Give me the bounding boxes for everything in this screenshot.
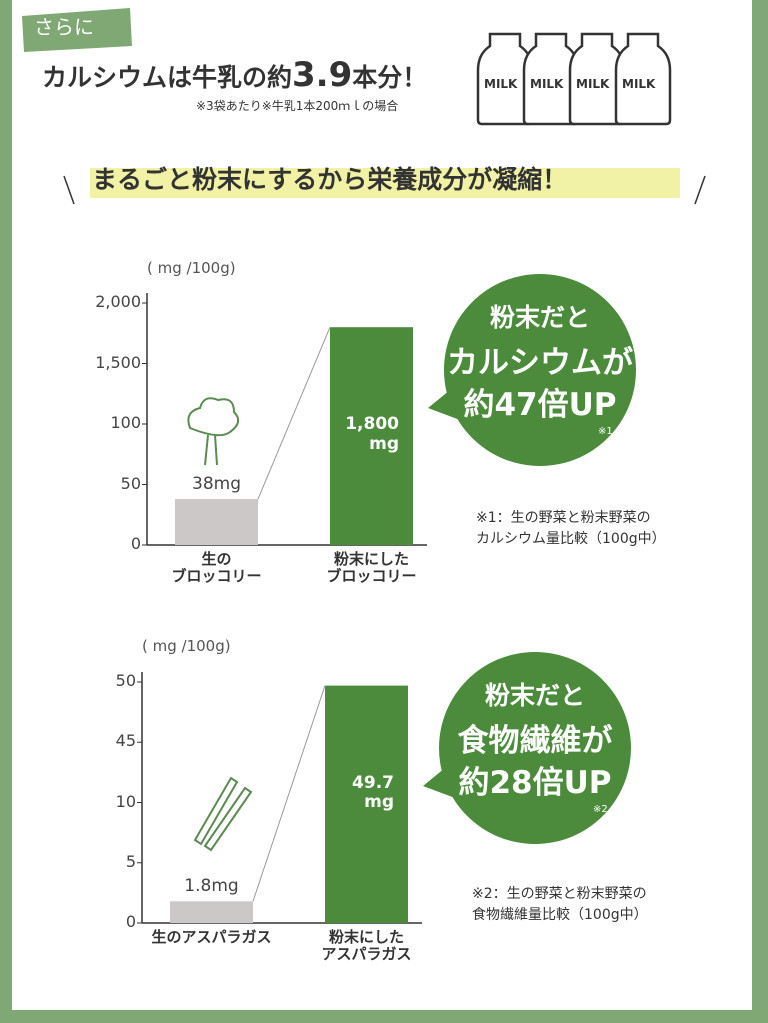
category-label: 粉末にした ブロッコリー — [326, 550, 417, 586]
milk-bottles — [476, 32, 672, 126]
value-label: 1.8mg — [184, 876, 239, 897]
bar — [170, 901, 253, 923]
callout-note: ※2 — [593, 804, 608, 815]
connector — [257, 327, 331, 500]
y-axis-label: ( mg /100g) — [147, 259, 236, 277]
callout-bubble — [439, 652, 631, 844]
footnote: ※1：生の野菜と粉末野菜の カルシウム量比較（100g中） — [476, 510, 666, 547]
headline-number: 3.9 — [292, 55, 353, 95]
callout-bubble — [444, 274, 636, 466]
bar — [330, 327, 413, 545]
milk-label: MILK — [484, 77, 518, 91]
y-tick-label: 1,500 — [95, 352, 141, 372]
y-tick-label: 2,000 — [95, 292, 141, 311]
bar — [175, 499, 258, 545]
y-tick-label: 5 — [125, 851, 136, 871]
headline-text: カルシウムは牛乳の約 — [42, 63, 293, 92]
y-axis-label: ( mg /100g) — [142, 637, 231, 655]
y-tick-label: 45 — [115, 731, 136, 751]
milk-label: MILK — [622, 77, 656, 91]
tag-bg — [22, 8, 132, 52]
callout-text: 食物繊維が — [457, 723, 613, 759]
bar — [325, 685, 408, 923]
banner-deco — [63, 175, 75, 205]
milk-label: MILK — [530, 77, 564, 91]
category-label: 生の ブロッコリー — [171, 550, 262, 586]
connector — [252, 685, 326, 902]
asparagus-icon — [193, 776, 253, 852]
value-label: 1,800 mg — [345, 414, 399, 454]
headline-text: 本分！ — [352, 63, 428, 92]
broccoli-icon — [187, 397, 240, 466]
banner-deco — [694, 175, 706, 205]
y-tick-label: 100 — [110, 413, 141, 432]
callout-text: カルシウムが — [447, 345, 633, 381]
y-tick-label: 0 — [130, 534, 141, 553]
milk-label: MILK — [576, 77, 610, 91]
y-tick-label: 10 — [115, 791, 136, 811]
value-label: 38mg — [192, 474, 241, 495]
banner: まるごと粉末にするから栄養成分が凝縮！ — [92, 165, 568, 194]
callout-text: 粉末だと — [484, 681, 585, 710]
callout-text: 粉末だと — [489, 303, 590, 332]
headline: カルシウムは牛乳の約3.9本分！ — [42, 55, 428, 95]
y-tick-label: 50 — [115, 671, 136, 690]
callout-text: 約28倍UP — [458, 765, 612, 801]
y-tick-label: 50 — [120, 473, 141, 493]
callout-text: 約47倍UP — [463, 387, 617, 423]
note: ※3袋あたり※牛乳1本200ｍｌの場合 — [196, 99, 399, 113]
value-label: 49.7 mg — [352, 772, 394, 813]
tag: さらに — [34, 15, 94, 39]
banner-highlight — [90, 168, 680, 198]
category-label: 粉末にした アスパラガス — [321, 928, 412, 964]
y-tick-label: 0 — [125, 912, 136, 931]
footnote: ※2：生の野菜と粉末野菜の 食物繊維量比較（100g中） — [472, 886, 648, 923]
callout-note: ※1 — [598, 426, 613, 437]
category-label: 生のアスパラガス — [151, 928, 272, 946]
